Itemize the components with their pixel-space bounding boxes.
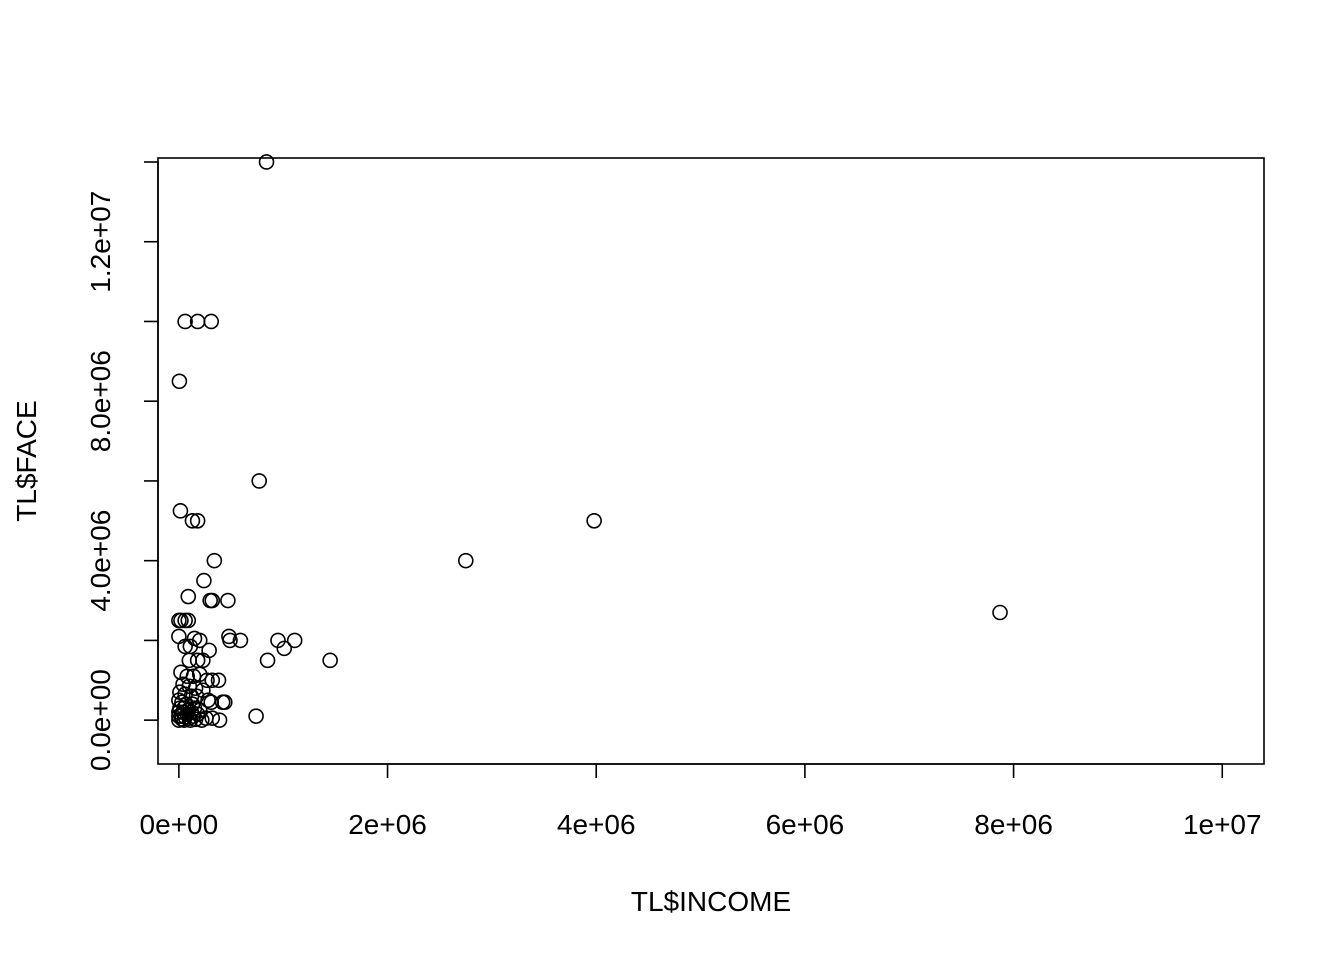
data-point	[187, 711, 204, 728]
data-point	[222, 632, 238, 649]
data-point	[258, 154, 275, 170]
data-point	[251, 473, 268, 489]
x-tick-label: 1e+07	[1183, 809, 1262, 840]
data-point	[199, 672, 215, 689]
x-tick-label: 8e+06	[974, 809, 1053, 840]
y-tick-label: 0.0e+00	[85, 669, 116, 771]
data-point	[211, 712, 228, 728]
y-axis: 0.0e+00 4.0e+06 8.0e+06 1.2e+07	[85, 161, 159, 771]
data-point	[204, 672, 221, 689]
data-point	[276, 640, 293, 657]
data-point	[259, 652, 276, 669]
data-point	[172, 503, 189, 519]
data-point	[185, 708, 202, 724]
data-point	[586, 513, 602, 529]
x-axis-label: TL$INCOME	[631, 886, 791, 917]
data-point	[232, 632, 249, 649]
data-point	[189, 513, 206, 529]
y-tick-label: 4.0e+06	[85, 510, 116, 612]
data-point	[177, 313, 193, 330]
data-point	[181, 652, 198, 669]
data-point	[173, 612, 189, 629]
data-point	[184, 513, 201, 529]
data-point	[171, 628, 187, 645]
data-point	[179, 668, 196, 685]
data-point	[180, 612, 197, 629]
y-tick-label: 8.0e+06	[85, 350, 116, 452]
data-point	[203, 313, 220, 330]
data-point	[171, 373, 188, 390]
y-axis-label: TL$FACE	[11, 400, 42, 521]
data-point	[203, 694, 220, 711]
data-point	[200, 692, 216, 709]
data-point	[177, 638, 193, 655]
data-point	[206, 552, 223, 569]
plot-frame	[157, 157, 1265, 765]
data-point	[458, 552, 474, 569]
y-tick-label: 1.2e+07	[85, 191, 116, 293]
x-tick-label: 2e+06	[348, 809, 427, 840]
data-point	[204, 710, 221, 726]
data-point	[201, 642, 217, 659]
x-tick-label: 0e+00	[140, 809, 219, 840]
data-point	[220, 592, 236, 609]
x-tick-label: 4e+06	[557, 809, 636, 840]
data-point	[176, 712, 192, 728]
data-point	[182, 712, 199, 728]
data-point	[322, 652, 338, 669]
data-point	[992, 604, 1008, 621]
data-point	[248, 708, 264, 724]
data-point	[210, 672, 227, 689]
data-point	[286, 632, 303, 649]
data-point	[196, 572, 212, 589]
x-axis: 0e+00 2e+06 4e+06 6e+06 8e+06 1e+07	[140, 763, 1262, 840]
x-tick-label: 6e+06	[766, 809, 845, 840]
data-point	[204, 592, 221, 609]
data-points	[171, 154, 1008, 728]
data-point	[180, 588, 197, 605]
